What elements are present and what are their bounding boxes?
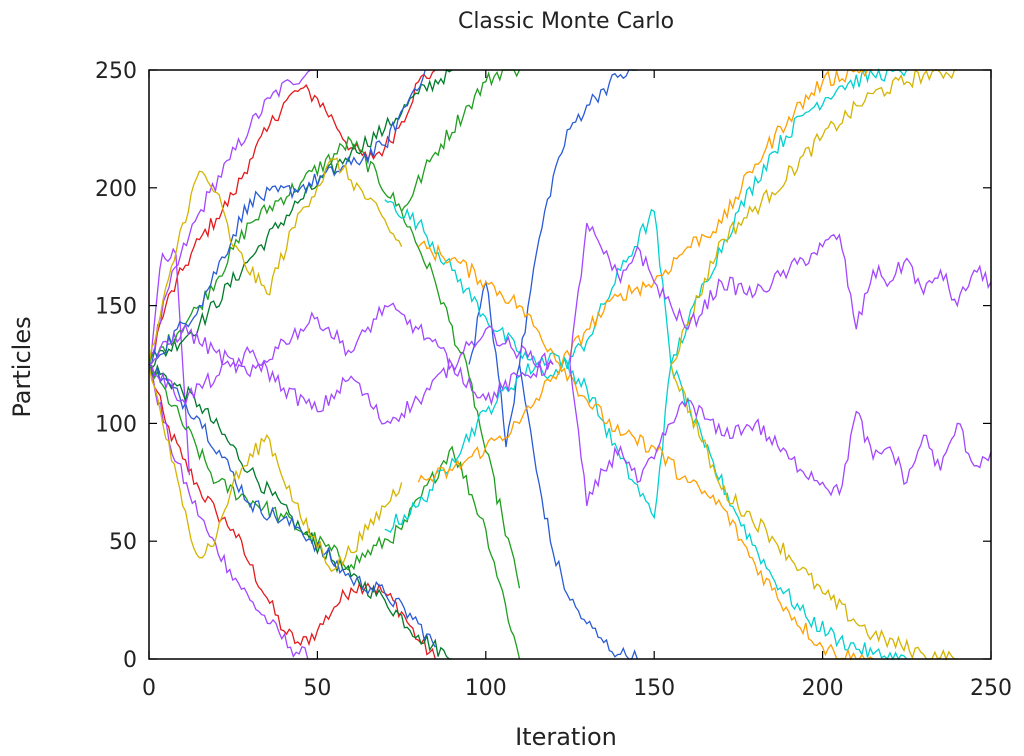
y-tick-label-1: 50 [109,530,137,555]
series-line-1 [148,69,436,365]
series-line-16 [384,351,672,534]
x-tick-label-3: 150 [633,676,675,701]
series-line-15 [384,199,672,380]
series-line-22 [670,364,958,661]
series-line-29 [569,222,992,365]
plot-frame [148,69,992,660]
series-line-2 [148,364,318,660]
x-tick-label-1: 50 [303,676,331,701]
y-tick-label-3: 150 [95,295,137,320]
series-line-12 [518,69,638,365]
series-line-0 [148,364,436,660]
x-tick-label-4: 200 [802,676,844,701]
series-line-8 [148,364,521,660]
series-line-25 [653,68,874,283]
series-line-24 [417,280,655,483]
y-tick-label-5: 250 [95,59,137,84]
x-axis: 0 50 100 150 200 250 [142,70,1012,701]
series-line-11 [148,69,426,366]
series-line-6 [148,68,453,370]
series-line-30 [569,364,992,507]
series-line-19 [148,157,403,365]
series-line-10 [148,364,436,648]
series-line-18 [670,364,908,661]
x-tick-label-5: 250 [970,676,1012,701]
series-layer [148,67,992,661]
series-line-26 [653,444,874,661]
series-line-20 [148,364,403,573]
series-line-4 [148,247,191,476]
y-tick-label-0: 0 [123,648,137,673]
y-tick-label-2: 100 [95,412,137,437]
series-line-3 [148,69,318,365]
y-tick-label-4: 200 [95,177,137,202]
y-axis: 0 50 100 150 200 250 [95,59,991,673]
series-line-14 [468,279,521,448]
series-line-27 [148,302,554,378]
x-tick-label-2: 100 [465,676,507,701]
chart-title: Classic Monte Carlo [458,9,674,34]
series-line-13 [518,364,639,660]
x-tick-label-0: 0 [142,676,156,701]
series-line-28 [148,345,554,425]
series-line-21 [670,69,958,365]
series-line-23 [417,240,655,453]
y-axis-title: Particles [8,316,36,417]
x-axis-title: Iteration [515,723,617,751]
series-line-9 [401,69,521,212]
series-line-17 [670,67,908,365]
